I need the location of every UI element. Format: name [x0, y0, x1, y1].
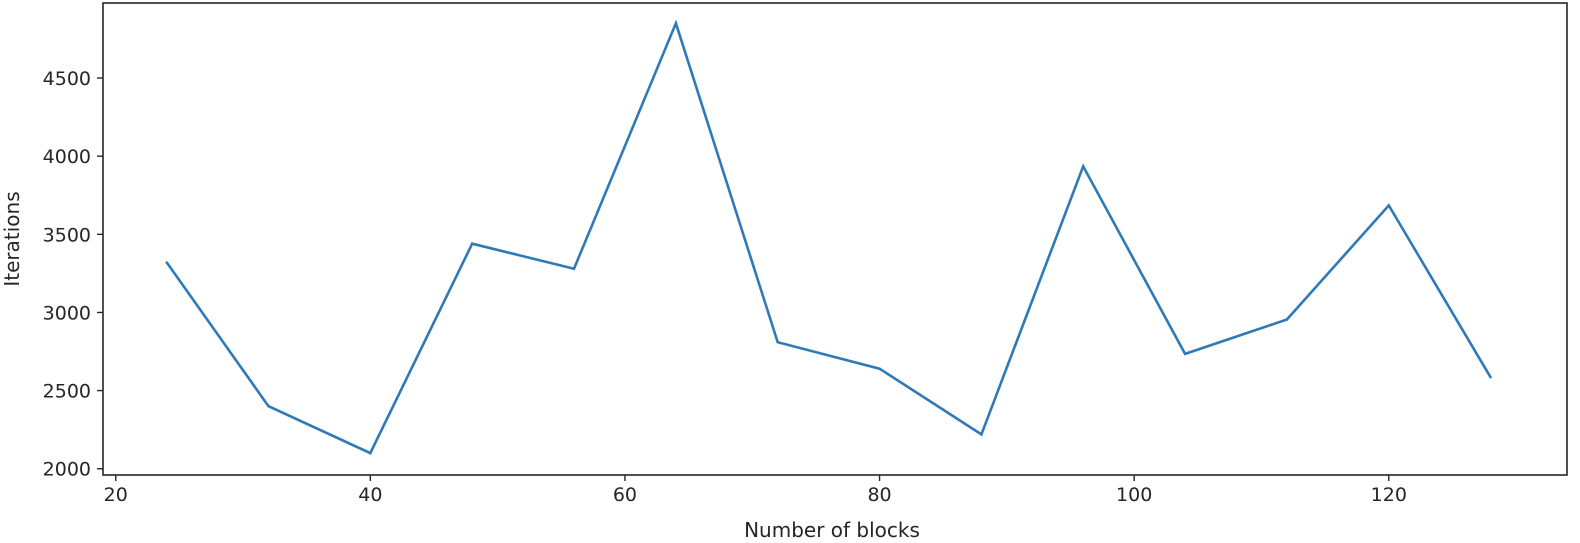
data-point — [369, 451, 372, 455]
x-tick-label: 100 — [1116, 484, 1152, 506]
data-point — [165, 261, 168, 264]
data-point — [878, 367, 881, 370]
x-tick-label: 40 — [358, 484, 382, 506]
data-point — [674, 22, 678, 25]
data-point — [1387, 204, 1390, 207]
x-tick-label: 60 — [613, 484, 637, 506]
y-tick-label: 3500 — [43, 224, 91, 246]
y-axis-title: Iterations — [0, 191, 24, 286]
y-tick-label: 3000 — [43, 302, 91, 324]
x-axis-ticks: 20 40 60 80 100 120 — [104, 475, 1407, 506]
series-layer — [165, 19, 1492, 455]
data-point — [1489, 376, 1492, 379]
data-point — [267, 405, 270, 408]
x-tick-label: 120 — [1371, 484, 1407, 506]
x-tick-label: 80 — [867, 484, 891, 506]
data-point — [1183, 352, 1187, 356]
data-point — [980, 433, 983, 436]
x-tick-label: 20 — [104, 484, 128, 506]
y-tick-label: 4500 — [43, 68, 91, 90]
y-tick-label: 2500 — [43, 381, 91, 403]
data-point — [470, 242, 474, 245]
data-point — [1082, 165, 1085, 168]
plot-area — [102, 2, 1568, 476]
y-tick-label: 2000 — [43, 459, 91, 481]
data-point — [572, 267, 576, 270]
data-point — [1285, 318, 1289, 321]
x-axis-title: Number of blocks — [744, 518, 920, 542]
y-axis-ticks: 2000 2500 3000 3500 4000 4500 — [43, 68, 103, 481]
data-point — [776, 340, 779, 344]
y-tick-label: 4000 — [43, 146, 91, 168]
series-line — [165, 19, 1492, 455]
